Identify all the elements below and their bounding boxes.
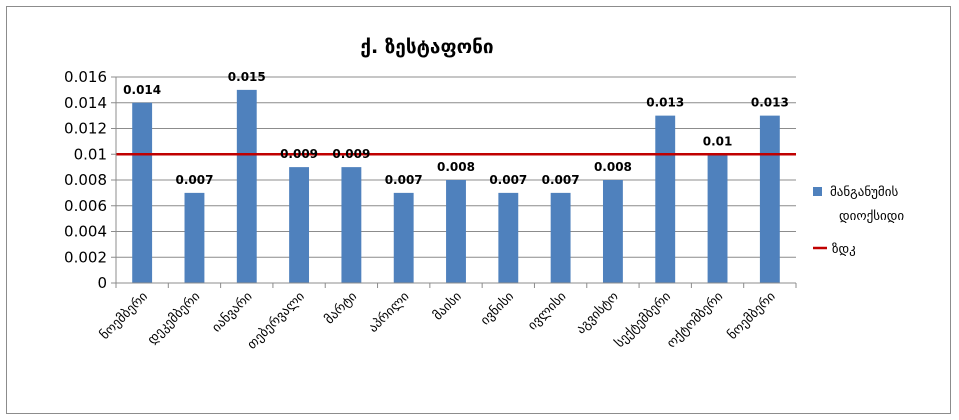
data-label: 0.007 [385, 173, 423, 187]
data-label: 0.007 [542, 173, 580, 187]
bar [446, 180, 466, 283]
x-tick-label: იანვარი [209, 289, 255, 335]
data-label: 0.008 [594, 160, 632, 174]
chart-title: ქ. ზესტაფონი [360, 36, 493, 58]
bar [655, 115, 676, 283]
x-tick-label: დეკემბერი [145, 289, 204, 348]
bar [236, 89, 257, 283]
x-tick-label: ოქტომბერი [664, 289, 726, 351]
bar [393, 192, 414, 283]
bar [132, 102, 153, 283]
bar [759, 115, 780, 283]
bar [707, 154, 728, 283]
axes: 0 0.002 0.004 0.006 0.008 0.01 0.012 0.014 0.016… [64, 68, 797, 353]
bar [550, 192, 571, 283]
bars [132, 89, 780, 283]
x-tick-label: ივლისი [525, 289, 569, 333]
y-tick-label: 0.002 [64, 248, 107, 266]
data-label: 0.015 [228, 70, 266, 84]
data-label: 0.01 [703, 134, 733, 148]
y-tick-label: 0.01 [74, 145, 107, 163]
bar [184, 192, 205, 283]
x-tick-label: მარტი [322, 289, 360, 327]
data-label: 0.007 [489, 173, 527, 187]
data-label: 0.008 [437, 160, 475, 174]
legend: მანგანუმის დიოქსიდი ზდკ [813, 185, 904, 257]
legend-label-series: დიოქსიდი [839, 209, 904, 224]
legend-swatch-bar [813, 187, 822, 196]
y-tick-label: 0 [97, 274, 107, 292]
y-tick-label: 0.014 [64, 94, 107, 112]
x-tick-label: მაისი [430, 289, 465, 324]
x-tick-label: ნოემბერი [725, 289, 779, 343]
bar [498, 192, 519, 283]
legend-label-reference: ზდკ [832, 242, 856, 257]
data-label: 0.013 [751, 96, 789, 110]
data-label: 0.014 [123, 83, 161, 97]
bar [341, 167, 362, 283]
y-tick-label: 0.004 [64, 223, 107, 241]
y-tick-label: 0.012 [64, 120, 107, 138]
bar [289, 167, 310, 283]
x-tick-label: აგვისტო [574, 289, 622, 337]
x-tick-label: ნოემბერი [97, 289, 151, 343]
chart-frame: ქ. ზესტაფონი 0 0.002 0.004 0.006 0.008 0.01 0.… [6, 6, 951, 414]
data-label: 0.009 [280, 147, 318, 161]
data-label: 0.007 [175, 173, 213, 187]
legend-label-series: მანგანუმის [830, 185, 898, 200]
data-labels: 0.014 0.007 0.015 0.009 0.009 0.007 0.008 0.007… [123, 70, 789, 187]
data-label: 0.009 [332, 147, 370, 161]
x-tick-label: აპრილი [366, 289, 413, 336]
x-tick-label: ივნისი [478, 289, 517, 328]
data-label: 0.013 [646, 96, 684, 110]
bar [602, 180, 623, 283]
y-tick-label: 0.016 [64, 68, 107, 86]
bar-chart: ქ. ზესტაფონი 00.0020.0040.0060.0080.010.… [64, 36, 904, 353]
y-tick-label: 0.008 [64, 171, 107, 189]
y-tick-label: 0.006 [64, 197, 107, 215]
